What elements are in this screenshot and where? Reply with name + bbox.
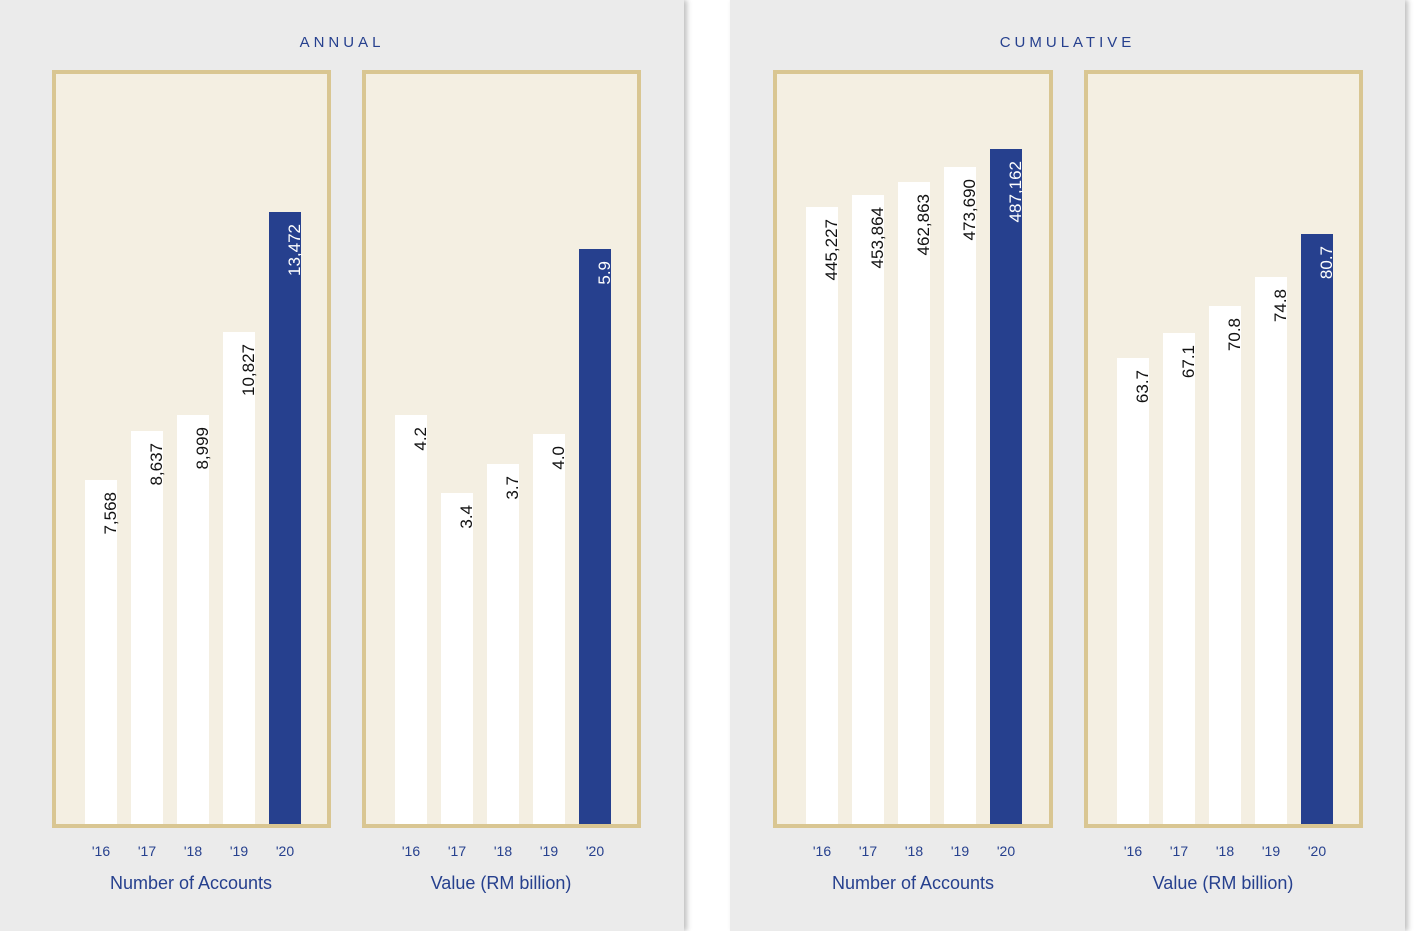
bar: 3.7 [487,464,522,824]
bar: 487,162 [990,149,1025,824]
bar-value-label: 8,637 [147,443,166,486]
bar: 74.8 [1255,277,1290,824]
bar: 462,863 [898,182,933,824]
bar-value-label: 8,999 [193,427,212,470]
bar-value-label: 74.8 [1271,289,1290,323]
x-tick-label: '16 [401,843,421,859]
bar: 445,227 [806,207,841,824]
bar: 473,690 [944,167,979,824]
bar: 5.9 [579,249,614,824]
bar-value-label: 4.0 [549,446,568,470]
x-tick-label: '19 [539,843,559,859]
bar-value-label: 445,227 [822,219,841,281]
chart-plot-area: 4.2 3.4 3.7 4.0 5.9 [362,70,641,828]
x-tick-label: '17 [447,843,467,859]
bar: 4.2 [395,415,430,824]
x-tick-label: '17 [858,843,878,859]
bar-value-label: 13,472 [285,224,304,276]
bar-value-label: 3.4 [457,505,476,529]
bar-value-label: 473,690 [960,179,979,241]
x-tick-label: '19 [1261,843,1281,859]
x-tick-label: '18 [904,843,924,859]
bar-value-label: 487,162 [1006,161,1025,223]
bar: 8,637 [131,431,166,824]
panel-title-annual: ANNUAL [299,34,385,51]
bar-value-label: 462,863 [914,194,933,256]
x-tick-label: '16 [812,843,832,859]
x-tick-label: '20 [1307,843,1327,859]
x-axis-label: Number of Accounts [109,873,273,893]
chart-plot-area: 63.7 67.1 70.8 74.8 80.7 [1084,70,1363,828]
bar: 70.8 [1209,306,1244,824]
x-tick-label: '18 [1215,843,1235,859]
x-tick-label: '20 [275,843,295,859]
bar: 67.1 [1163,333,1198,824]
bar-value-label: 4.2 [411,427,430,451]
bar-value-label: 70.8 [1225,318,1244,352]
x-tick-label: '16 [1123,843,1143,859]
x-tick-label: '19 [229,843,249,859]
bar-value-label: 10,827 [239,344,258,396]
bar: 13,472 [269,212,304,824]
x-tick-label: '19 [950,843,970,859]
bar: 10,827 [223,332,258,824]
x-tick-label: '16 [91,843,111,859]
chart-plot-area: 445,227 453,864 462,863 473,690 487,162 [773,70,1053,828]
bar: 3.4 [441,493,476,824]
bar-value-label: 63.7 [1133,370,1152,404]
x-tick-label: '18 [493,843,513,859]
chart-plot-area: 7,568 8,637 8,999 10,827 13,472 [52,70,331,828]
x-axis-label: Value (RM billion) [430,873,572,893]
x-tick-label: '20 [585,843,605,859]
x-axis-label: Value (RM billion) [1152,873,1294,893]
bar: 8,999 [177,415,212,824]
bar: 63.7 [1117,358,1152,824]
bar-value-label: 67.1 [1179,345,1198,379]
x-axis-label: Number of Accounts [831,873,995,893]
bar-value-label: 80.7 [1317,246,1336,280]
x-tick-label: '18 [183,843,203,859]
bar: 7,568 [85,480,120,824]
bar-value-label: 7,568 [101,492,120,535]
bar-value-label: 3.7 [503,476,522,500]
x-tick-label: '17 [137,843,157,859]
x-tick-label: '20 [996,843,1016,859]
bar: 4.0 [533,434,568,824]
bar-value-label: 453,864 [868,207,887,269]
panel-title-cumulative: CUMULATIVE [999,34,1136,51]
bar-value-label: 5.9 [595,261,614,285]
x-tick-label: '17 [1169,843,1189,859]
bar: 80.7 [1301,234,1336,824]
bar: 453,864 [852,195,887,824]
